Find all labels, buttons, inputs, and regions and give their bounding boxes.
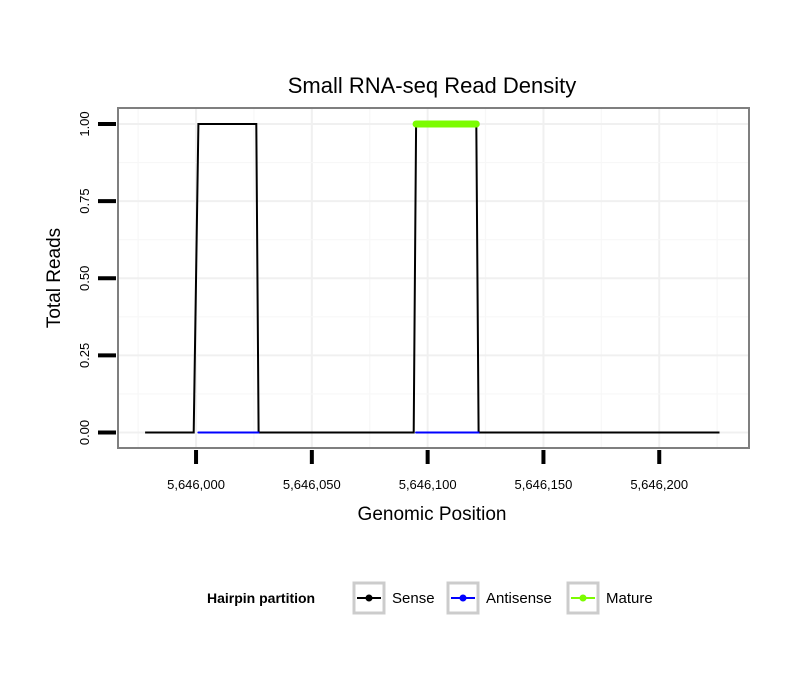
legend-key-point	[579, 594, 587, 602]
legend-label-mature: Mature	[606, 590, 653, 607]
x-axis-title: Genomic Position	[358, 504, 507, 525]
y-tick-label: 0.50	[77, 266, 92, 291]
series-sense-line	[145, 123, 720, 434]
x-tick-label: 5,646,000	[167, 477, 225, 492]
x-tick-label: 5,646,100	[399, 477, 457, 492]
y-axis: 0.00 0.25 0.50 0.75 1.00	[77, 111, 116, 445]
legend-title: Hairpin partition	[207, 590, 315, 606]
legend-key-point	[459, 594, 467, 602]
grid-lines	[118, 108, 749, 448]
y-tick-label: 0.75	[77, 188, 92, 213]
legend: Hairpin partition Sense Antisense Mature	[207, 581, 653, 615]
plot-area	[117, 107, 750, 449]
y-tick-label: 0.00	[77, 420, 92, 445]
y-tick-label: 0.25	[77, 343, 92, 368]
x-tick-label: 5,646,150	[515, 477, 573, 492]
legend-label-antisense: Antisense	[486, 590, 552, 607]
y-tick-label: 1.00	[77, 111, 92, 136]
y-axis-title: Total Reads	[44, 228, 65, 328]
legend-label-sense: Sense	[392, 590, 435, 607]
x-tick-label: 5,646,050	[283, 477, 341, 492]
plot-border	[117, 107, 750, 449]
chart-title: Small RNA-seq Read Density	[288, 73, 577, 98]
series-layer	[145, 120, 720, 434]
x-axis: 5,646,000 5,646,050 5,646,100 5,646,150 5,64…	[167, 450, 688, 492]
x-tick-label: 5,646,200	[630, 477, 688, 492]
legend-key-point	[365, 594, 373, 602]
